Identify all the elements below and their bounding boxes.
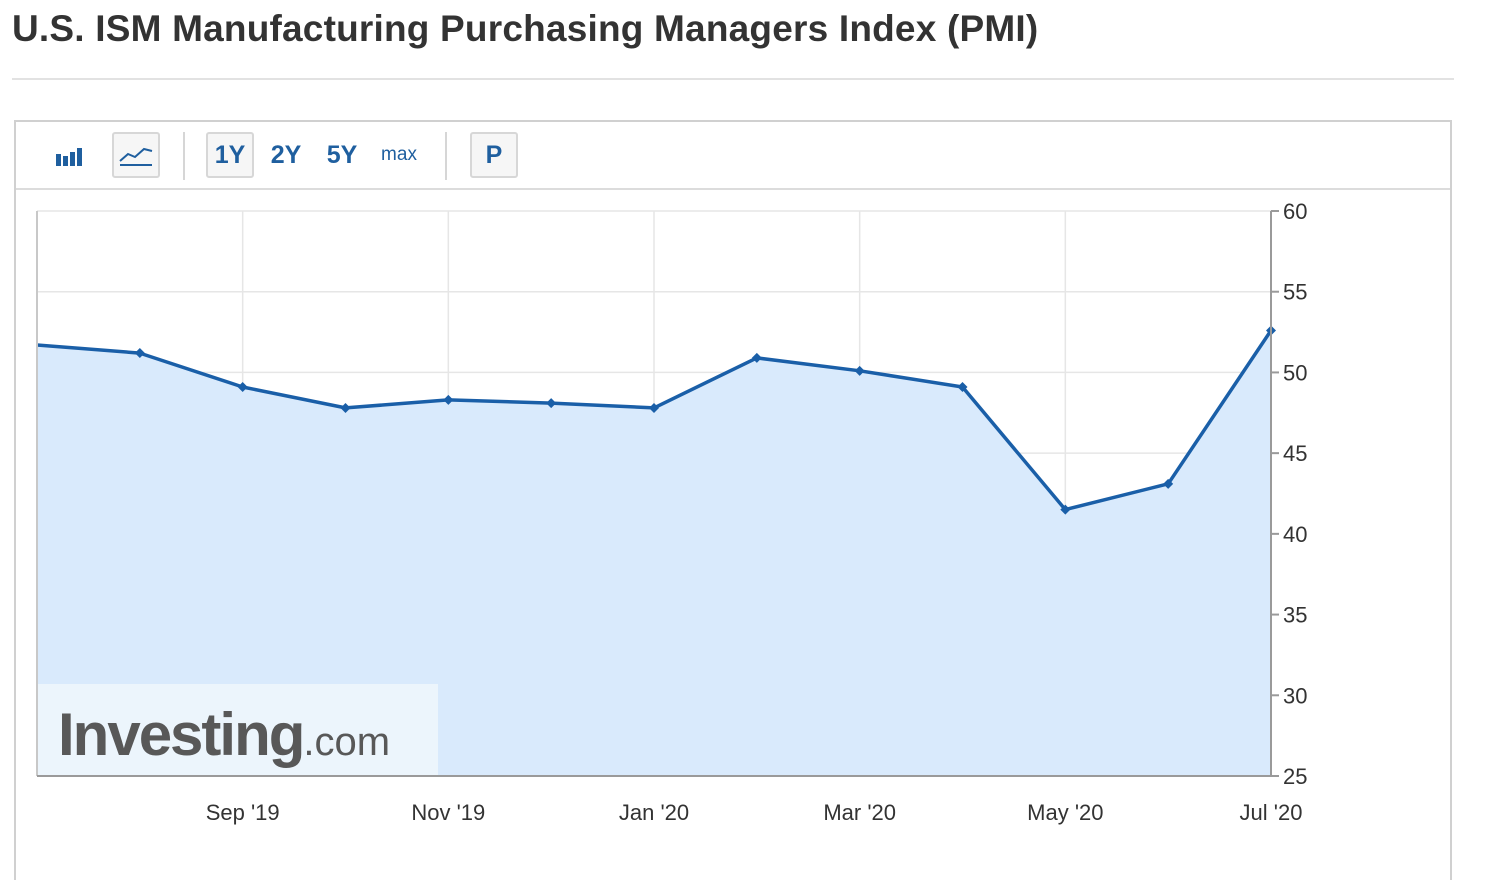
y-tick-label: 40 xyxy=(1283,522,1307,547)
data-point xyxy=(649,402,659,413)
x-tick-label: Jul '20 xyxy=(1240,800,1303,825)
y-tick-label: 30 xyxy=(1283,683,1307,708)
plot-frame xyxy=(36,210,1279,777)
x-tick-label: Nov '19 xyxy=(411,800,485,825)
y-tick-label: 55 xyxy=(1283,280,1307,305)
x-tick-label: Mar '20 xyxy=(823,800,896,825)
range-max-button[interactable]: max xyxy=(381,144,417,165)
data-point xyxy=(443,394,454,405)
range-5y-button[interactable]: 5Y xyxy=(326,140,358,169)
data-point xyxy=(1163,478,1174,489)
y-tick-label: 45 xyxy=(1283,441,1307,466)
data-point xyxy=(854,365,865,376)
x-tick-label: Sep '19 xyxy=(206,800,280,825)
bar-chart-button[interactable] xyxy=(46,132,96,178)
bar-chart-icon xyxy=(56,148,82,166)
y-tick-label: 35 xyxy=(1283,603,1307,628)
data-point xyxy=(134,348,145,359)
data-point xyxy=(957,381,968,392)
watermark-background xyxy=(38,684,438,776)
pmi-chart: Investing.com 25 30 35 40 45 50 55 60 Sep '19 No… xyxy=(36,199,1307,825)
data-point xyxy=(1060,504,1071,515)
page-title: U.S. ISM Manufacturing Purchasing Manage… xyxy=(12,8,1039,49)
y-tick-label: 25 xyxy=(1283,764,1307,789)
range-2y-button[interactable]: 2Y xyxy=(270,140,302,169)
data-point xyxy=(340,402,351,413)
data-point xyxy=(751,352,762,363)
toolbar-separator xyxy=(445,132,447,180)
y-tick-label: 60 xyxy=(1283,199,1307,224)
toolbar-separator xyxy=(183,132,185,180)
x-tick-label: May '20 xyxy=(1027,800,1103,825)
data-point xyxy=(546,398,557,409)
line-chart-icon xyxy=(119,147,153,166)
y-axis-labels: 25 30 35 40 45 50 55 60 xyxy=(1283,199,1307,789)
data-point xyxy=(237,381,248,392)
p-button[interactable]: P xyxy=(470,132,518,178)
line-chart-button[interactable] xyxy=(112,132,160,178)
data-points xyxy=(134,325,1276,515)
area-fill xyxy=(37,330,1271,776)
y-tick-label: 50 xyxy=(1283,360,1307,385)
investing-logo: Investing.com xyxy=(58,701,390,768)
x-axis-labels: Sep '19 Nov '19 Jan '20 Mar '20 May '20 Jul '… xyxy=(206,800,1303,825)
range-1y-button[interactable]: 1Y xyxy=(206,132,254,178)
title-divider xyxy=(12,78,1454,80)
chart-toolbar: 1Y 2Y 5Y max P xyxy=(16,122,1450,190)
x-tick-label: Jan '20 xyxy=(619,800,689,825)
